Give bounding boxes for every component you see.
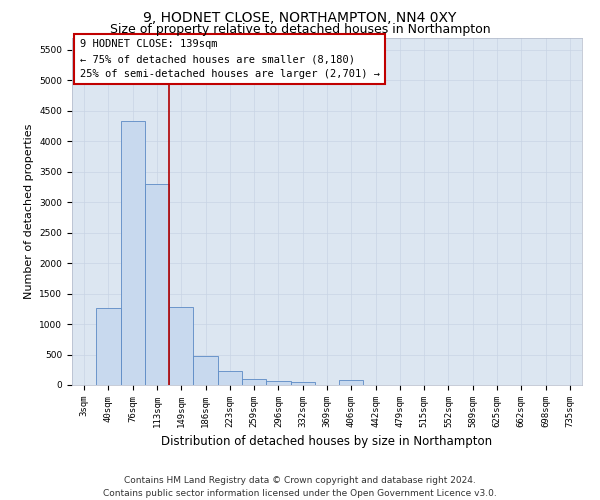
Bar: [121, 121, 145, 385]
Bar: [193, 356, 218, 385]
Bar: [169, 307, 193, 385]
Bar: [145, 184, 169, 385]
Bar: [96, 308, 121, 385]
Y-axis label: Number of detached properties: Number of detached properties: [24, 124, 34, 299]
Bar: [218, 371, 242, 385]
Text: Size of property relative to detached houses in Northampton: Size of property relative to detached ho…: [110, 22, 490, 36]
Bar: [266, 381, 290, 385]
Bar: [339, 380, 364, 385]
Bar: [242, 379, 266, 385]
Text: 9, HODNET CLOSE, NORTHAMPTON, NN4 0XY: 9, HODNET CLOSE, NORTHAMPTON, NN4 0XY: [143, 11, 457, 25]
Bar: [290, 382, 315, 385]
X-axis label: Distribution of detached houses by size in Northampton: Distribution of detached houses by size …: [161, 436, 493, 448]
Text: 9 HODNET CLOSE: 139sqm
← 75% of detached houses are smaller (8,180)
25% of semi-: 9 HODNET CLOSE: 139sqm ← 75% of detached…: [80, 39, 380, 79]
Text: Contains HM Land Registry data © Crown copyright and database right 2024.
Contai: Contains HM Land Registry data © Crown c…: [103, 476, 497, 498]
